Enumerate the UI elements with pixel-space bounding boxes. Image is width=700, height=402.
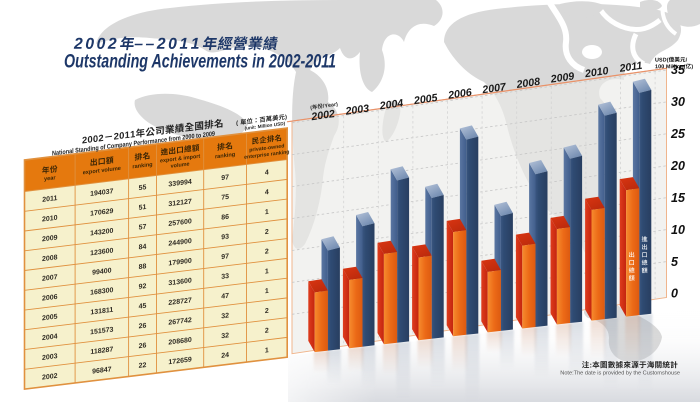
- svg-text:26: 26: [139, 322, 147, 330]
- svg-text:92: 92: [139, 283, 147, 291]
- svg-text:32: 32: [221, 312, 229, 320]
- svg-text:208680: 208680: [168, 337, 191, 347]
- svg-text:2011: 2011: [618, 60, 643, 75]
- svg-text:339994: 339994: [168, 179, 191, 189]
- svg-text:(unit: Million USD): (unit: Million USD): [245, 121, 286, 131]
- svg-text:143200: 143200: [90, 228, 113, 238]
- svg-text:export volume: export volume: [83, 166, 121, 177]
- svg-text:1: 1: [265, 268, 269, 275]
- svg-text:172659: 172659: [168, 356, 191, 366]
- svg-text:5: 5: [671, 255, 679, 269]
- svg-text:45: 45: [139, 303, 147, 311]
- svg-text:2: 2: [265, 308, 269, 315]
- svg-text:55: 55: [139, 184, 147, 192]
- svg-text:4: 4: [265, 169, 269, 176]
- svg-text:118287: 118287: [90, 346, 113, 356]
- svg-text:123600: 123600: [90, 247, 113, 257]
- svg-text:ranking: ranking: [215, 152, 236, 161]
- svg-text:33: 33: [221, 273, 229, 281]
- svg-text:22: 22: [139, 362, 147, 370]
- svg-text:2009: 2009: [549, 70, 575, 85]
- svg-text:year: year: [44, 175, 56, 182]
- svg-text:2003: 2003: [344, 103, 370, 118]
- svg-text:0: 0: [671, 287, 678, 301]
- svg-text:30: 30: [671, 95, 685, 109]
- svg-text:15: 15: [671, 191, 686, 205]
- svg-text:2006: 2006: [42, 294, 58, 303]
- svg-text:2007: 2007: [42, 274, 58, 283]
- svg-text:1: 1: [265, 209, 269, 216]
- svg-text:ranking: ranking: [132, 162, 153, 171]
- svg-text:313600: 313600: [168, 277, 191, 287]
- svg-text:244900: 244900: [168, 238, 191, 248]
- svg-text:2: 2: [265, 327, 269, 334]
- svg-text:257600: 257600: [168, 218, 191, 228]
- svg-text:2: 2: [265, 248, 269, 255]
- svg-text:151573: 151573: [90, 326, 113, 336]
- svg-text:194037: 194037: [90, 188, 113, 198]
- svg-text:26: 26: [139, 342, 147, 350]
- svg-text:97: 97: [221, 253, 229, 261]
- svg-text:export & import: export & import: [160, 154, 200, 165]
- svg-text:25: 25: [670, 127, 686, 141]
- svg-text:volume: volume: [171, 161, 190, 169]
- svg-text:2002: 2002: [42, 373, 58, 382]
- svg-text:97: 97: [221, 174, 229, 182]
- svg-text:35: 35: [671, 63, 686, 77]
- svg-text:168300: 168300: [90, 287, 113, 297]
- svg-text:private-owned: private-owned: [249, 143, 284, 153]
- svg-text:84: 84: [139, 243, 147, 251]
- svg-text:2010: 2010: [583, 65, 609, 80]
- svg-text:2008: 2008: [515, 76, 541, 91]
- svg-text:47: 47: [221, 293, 229, 301]
- svg-text:24: 24: [221, 352, 229, 360]
- svg-text:2008: 2008: [42, 254, 58, 263]
- svg-text:57: 57: [139, 224, 147, 232]
- svg-text:96847: 96847: [92, 366, 112, 375]
- svg-text:51: 51: [139, 204, 147, 212]
- svg-text:1: 1: [265, 347, 269, 354]
- svg-text:88: 88: [139, 263, 147, 271]
- svg-text:93: 93: [221, 233, 229, 241]
- svg-text:2004: 2004: [42, 333, 58, 342]
- svg-text:179900: 179900: [168, 258, 191, 268]
- svg-text:2009: 2009: [42, 234, 58, 243]
- svg-text:2: 2: [265, 229, 269, 236]
- svg-text:312127: 312127: [168, 198, 191, 208]
- svg-text:86: 86: [221, 214, 229, 222]
- svg-text:99400: 99400: [92, 267, 112, 276]
- svg-text:2004: 2004: [378, 97, 404, 112]
- svg-text:enterprise ranking: enterprise ranking: [244, 149, 289, 160]
- svg-text:4: 4: [265, 189, 269, 196]
- svg-text:32: 32: [221, 332, 229, 340]
- svg-text:2006: 2006: [446, 86, 472, 101]
- svg-text:2011: 2011: [42, 195, 57, 204]
- svg-text:20: 20: [670, 159, 685, 173]
- svg-text:2005: 2005: [42, 313, 58, 322]
- svg-text:2003: 2003: [42, 353, 58, 362]
- svg-text:Outstanding Achievements in 20: Outstanding Achievements in 2002-2011: [64, 51, 336, 72]
- svg-text:2005: 2005: [412, 92, 439, 107]
- svg-text:2007: 2007: [481, 81, 508, 96]
- svg-text:131811: 131811: [90, 307, 113, 317]
- svg-text:2002: 2002: [310, 108, 336, 123]
- svg-text:228727: 228727: [168, 297, 191, 307]
- svg-text:75: 75: [221, 194, 229, 202]
- svg-text:170629: 170629: [90, 208, 113, 218]
- svg-text:Note:The date is provided by t: Note:The date is provided by the Customs…: [560, 371, 680, 377]
- svg-text:1: 1: [265, 288, 269, 295]
- svg-text:10: 10: [671, 223, 685, 237]
- svg-text:267742: 267742: [168, 317, 191, 327]
- svg-text:2010: 2010: [42, 215, 58, 224]
